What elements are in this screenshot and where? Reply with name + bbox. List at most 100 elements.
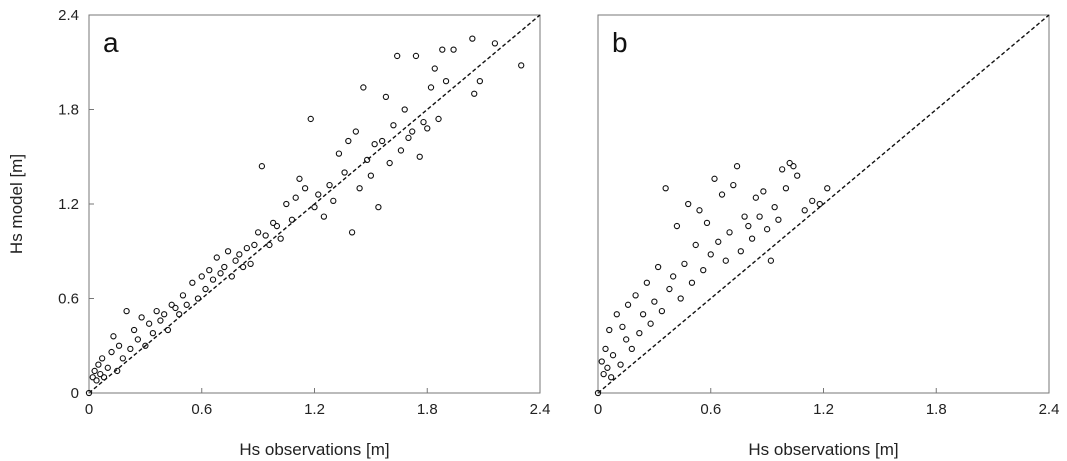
- data-point: [258, 163, 266, 170]
- data-point: [142, 342, 149, 349]
- data-point: [239, 263, 247, 271]
- panel-a: 0 0.6 1.2 1.8 2.4 0 0.6 1.2 1.8 2.4 Hs observation…: [7, 7, 550, 459]
- x-axis-label: Hs observations [m]: [748, 440, 898, 459]
- data-point: [662, 185, 669, 192]
- data-point: [217, 270, 224, 277]
- data-point: [221, 263, 228, 271]
- x-tick-label: 0: [85, 401, 93, 418]
- data-point: [786, 159, 793, 167]
- panel-b: 0 0.6 1.2 1.8 2.4 Hs observations [m] b: [594, 14, 1060, 459]
- data-point: [752, 194, 759, 201]
- data-point: [647, 320, 654, 327]
- data-point: [326, 181, 333, 189]
- data-point: [194, 295, 202, 302]
- data-point: [763, 226, 771, 233]
- data-point: [692, 241, 699, 249]
- data-point: [288, 216, 296, 223]
- data-point: [386, 159, 393, 167]
- data-point: [623, 336, 630, 343]
- data-point: [518, 62, 525, 69]
- data-point: [431, 65, 438, 72]
- scatter-points: [594, 159, 831, 397]
- data-point: [85, 389, 93, 397]
- data-point: [145, 320, 153, 327]
- data-point: [266, 241, 273, 249]
- data-point: [600, 370, 607, 378]
- data-point: [243, 244, 250, 252]
- data-point: [594, 389, 602, 397]
- data-point: [401, 106, 408, 113]
- reference-line-1-to-1: [597, 14, 1050, 394]
- data-point: [726, 229, 733, 236]
- y-tick-label: 0: [71, 385, 79, 402]
- data-point: [95, 361, 102, 368]
- data-point: [602, 345, 609, 353]
- data-point: [375, 203, 382, 211]
- x-tick-label: 1.2: [304, 401, 325, 418]
- data-point: [794, 172, 801, 179]
- data-point: [609, 352, 617, 359]
- data-point: [127, 345, 134, 353]
- x-tick-label: 2.4: [530, 401, 551, 418]
- data-point: [816, 200, 823, 208]
- data-point: [134, 336, 142, 343]
- data-point: [696, 207, 703, 214]
- data-point: [247, 260, 254, 267]
- data-point: [157, 317, 164, 324]
- data-point: [296, 175, 303, 182]
- data-point: [367, 172, 375, 179]
- data-point: [491, 40, 499, 47]
- data-point: [703, 219, 711, 227]
- data-point: [100, 374, 108, 381]
- data-point: [251, 241, 258, 249]
- x-tick-label: 1.2: [813, 401, 834, 418]
- data-point: [439, 46, 446, 53]
- data-point: [189, 279, 196, 286]
- data-point: [283, 200, 290, 208]
- data-point: [442, 78, 450, 85]
- data-point: [119, 355, 126, 362]
- data-point: [209, 276, 217, 283]
- data-point: [651, 298, 658, 305]
- data-point: [378, 137, 386, 145]
- data-point: [149, 329, 157, 337]
- data-point: [179, 292, 187, 299]
- data-point: [771, 203, 778, 211]
- y-tick-label: 2.4: [58, 7, 79, 24]
- x-tick-label: 0: [594, 401, 602, 418]
- data-point: [115, 342, 123, 349]
- data-point: [741, 213, 748, 220]
- data-point: [301, 185, 309, 192]
- data-point: [130, 326, 138, 334]
- data-point: [270, 219, 277, 227]
- data-point: [673, 222, 681, 230]
- data-point: [110, 333, 117, 340]
- data-point: [228, 273, 235, 280]
- data-point: [262, 232, 269, 239]
- data-point: [356, 185, 363, 192]
- data-point: [176, 311, 183, 318]
- data-point: [172, 304, 179, 312]
- data-point: [213, 254, 220, 261]
- data-point: [307, 115, 314, 123]
- data-point: [700, 266, 707, 274]
- data-point: [707, 251, 714, 258]
- data-point: [681, 260, 688, 267]
- x-tick-label: 2.4: [1039, 401, 1060, 418]
- data-point: [363, 156, 371, 164]
- data-point: [405, 134, 412, 141]
- data-point: [427, 84, 435, 91]
- data-point: [737, 248, 744, 255]
- data-point: [273, 222, 281, 230]
- data-point: [632, 292, 639, 299]
- data-point: [320, 213, 328, 220]
- data-point: [224, 248, 232, 255]
- data-point: [360, 84, 367, 91]
- panel-letter: b: [612, 27, 628, 58]
- data-point: [114, 367, 121, 375]
- data-point: [330, 197, 337, 204]
- data-point: [745, 222, 752, 230]
- data-point: [654, 263, 662, 271]
- data-point: [643, 279, 651, 286]
- data-point: [658, 307, 666, 315]
